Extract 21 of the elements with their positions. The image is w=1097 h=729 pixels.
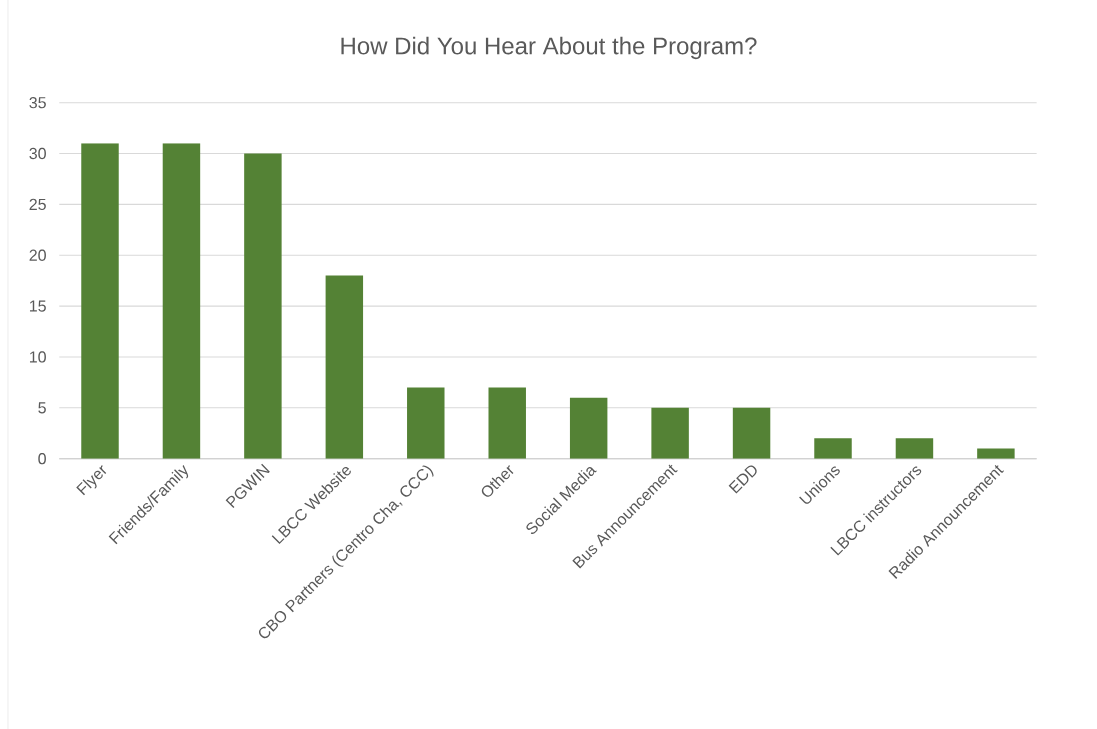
bar <box>162 143 201 459</box>
bar <box>732 407 771 459</box>
bar <box>895 438 934 459</box>
y-tick-label: 35 <box>29 97 46 109</box>
bar <box>407 387 445 459</box>
bar <box>81 143 119 459</box>
y-tick-label: 10 <box>29 351 46 363</box>
bar <box>244 153 282 459</box>
y-tick-label: 5 <box>38 402 46 414</box>
y-tick-label: 15 <box>29 300 46 312</box>
y-tick-label: 0 <box>38 453 46 465</box>
bar <box>651 407 689 459</box>
bar <box>325 275 364 459</box>
bar <box>977 448 1015 459</box>
bar <box>488 387 526 459</box>
chart-title: How Did You Hear About the Program? <box>341 36 757 60</box>
y-tick-label: 30 <box>29 147 46 160</box>
bar <box>569 397 608 459</box>
y-tick-label: 20 <box>29 249 46 261</box>
y-tick-label: 25 <box>29 198 46 211</box>
bar <box>814 438 852 459</box>
